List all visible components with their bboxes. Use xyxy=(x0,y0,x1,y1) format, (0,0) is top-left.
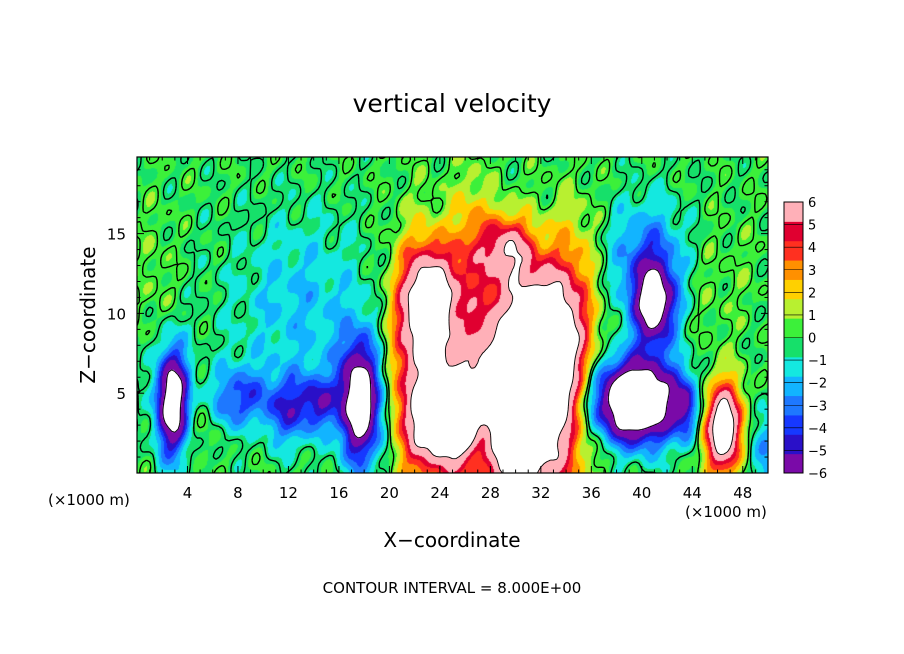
x-tick-label: 4 xyxy=(183,484,193,502)
contour-line xyxy=(137,157,768,473)
y-tick-label: 5 xyxy=(116,385,126,403)
x-axis-label: X−coordinate xyxy=(383,528,520,552)
x-tick-label: 36 xyxy=(582,484,601,502)
colorbar-label: −4 xyxy=(808,422,827,437)
colorbar-label: −6 xyxy=(808,467,827,482)
x-tick-label: 12 xyxy=(279,484,298,502)
x-tick-label: 16 xyxy=(329,484,348,502)
x-unit-left: (×1000 m) xyxy=(48,491,130,509)
colorbar-swatch xyxy=(784,298,803,319)
contour-line xyxy=(162,268,670,439)
colorbar-label: 5 xyxy=(808,219,816,234)
colorbar-label: −5 xyxy=(808,444,827,459)
colorbar-swatch xyxy=(784,414,803,435)
x-tick-label: 40 xyxy=(632,484,651,502)
x-tick-label: 8 xyxy=(233,484,243,502)
y-tick-label: 15 xyxy=(107,226,126,244)
colorbar-label: 3 xyxy=(808,264,816,279)
contour-line xyxy=(137,157,768,473)
heatmap-image xyxy=(137,157,768,473)
colorbar-label: 2 xyxy=(808,286,816,301)
colorbar-swatch xyxy=(784,453,803,474)
colorbar-swatch xyxy=(784,240,803,261)
contour-interval-footer: CONTOUR INTERVAL = 8.000E+00 xyxy=(323,579,582,597)
colorbar-swatch xyxy=(784,337,803,358)
colorbar-swatch xyxy=(784,356,803,377)
x-tick-label: 48 xyxy=(733,484,752,502)
x-ticks: 4 8 12 16 20 24 28 32 36 40 44 48 xyxy=(149,157,756,502)
colorbar-label: −2 xyxy=(808,377,827,392)
colorbar-swatch xyxy=(784,221,803,242)
x-tick-label: 28 xyxy=(481,484,500,502)
contour-lines xyxy=(137,157,768,473)
x-unit-right: (×1000 m) xyxy=(685,503,767,521)
y-tick-label: 10 xyxy=(107,305,126,323)
y-ticks: 5 10 15 xyxy=(107,169,768,458)
x-tick-label: 32 xyxy=(531,484,550,502)
colorbar-label: 1 xyxy=(808,309,816,324)
x-tick-label: 20 xyxy=(380,484,399,502)
colorbar-label: −1 xyxy=(808,354,827,369)
colorbar: −6 −5 −4 −3 −2 −1 0 1 2 3 4 5 6 xyxy=(783,196,827,482)
colorbar-label: 4 xyxy=(808,241,816,256)
colorbar-label: 0 xyxy=(808,332,816,347)
colorbar-swatch xyxy=(784,202,803,222)
x-tick-label: 24 xyxy=(430,484,449,502)
x-tick-label: 44 xyxy=(683,484,702,502)
colorbar-swatch xyxy=(784,376,803,397)
colorbar-swatch xyxy=(784,434,803,455)
chart-title: vertical velocity xyxy=(353,89,552,118)
colorbar-swatch xyxy=(784,279,803,300)
y-axis-label: Z−coordinate xyxy=(76,246,100,383)
colorbar-label: 6 xyxy=(808,196,816,211)
colorbar-label: −3 xyxy=(808,399,827,414)
colorbar-swatch xyxy=(784,318,803,338)
contour-line xyxy=(407,239,735,473)
